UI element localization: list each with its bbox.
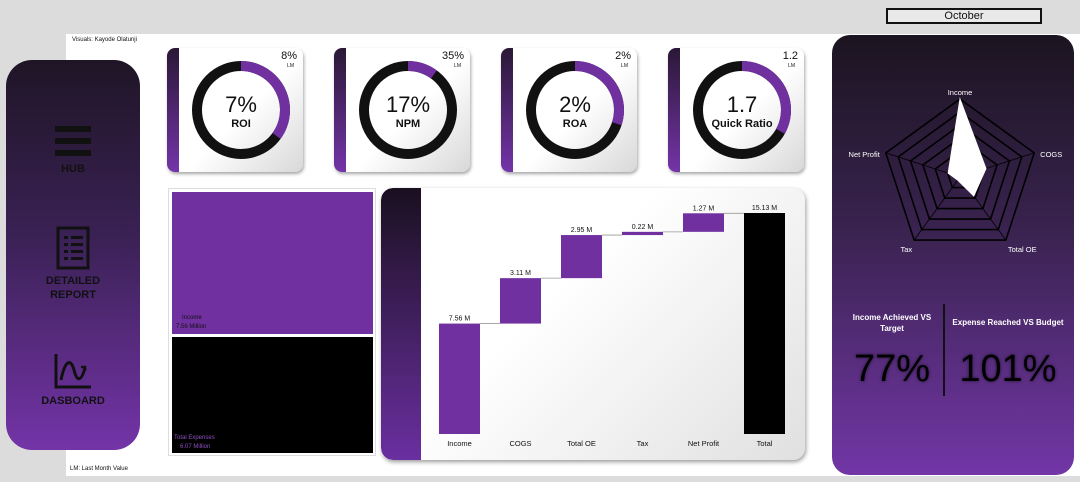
waterfall-bar[interactable] xyxy=(439,323,480,434)
waterfall-data-label: 15.13 M xyxy=(752,205,777,212)
treemap-expenses-tile[interactable]: Total Expenses 6.07 Million xyxy=(172,337,373,453)
radar-axis-label: Net Profit xyxy=(849,150,881,159)
kpi-lm-tag: LM xyxy=(454,63,461,69)
radar-axis-label: Income xyxy=(948,88,973,97)
radar-axis-label: COGS xyxy=(1040,150,1062,159)
waterfall-category-label: Total xyxy=(757,439,773,448)
expense-vs-budget-value: 101% xyxy=(959,348,1057,390)
waterfall-chart: 7.56 M Income 3.11 M COGS 2.95 M Total OE 0.22… xyxy=(439,205,785,448)
treemap-expenses-label: Total Expenses xyxy=(174,435,215,441)
waterfall-accent-strip xyxy=(381,188,421,460)
waterfall-bar[interactable] xyxy=(561,235,602,279)
kpi-accent-strip xyxy=(668,48,680,172)
kpi-label: NPM xyxy=(395,118,421,130)
radar-spoke xyxy=(885,152,961,178)
treemap-income-label: Income xyxy=(182,315,202,321)
kpi-lm-tag: LM xyxy=(621,63,628,69)
radar-series-shape[interactable] xyxy=(947,97,987,197)
radar-grid-ring xyxy=(909,124,1011,220)
kpi-lm-value: 8% xyxy=(281,50,297,62)
roa-donut xyxy=(526,61,624,159)
waterfall-bar[interactable] xyxy=(744,213,785,434)
waterfall-chart-card: 7.56 M Income 3.11 M COGS 2.95 M Total OE 0.22… xyxy=(381,188,805,460)
footnote-text: LM: Last Month Value xyxy=(70,466,128,472)
waterfall-category-label: Income xyxy=(447,439,472,448)
waterfall-bar[interactable] xyxy=(622,231,663,236)
kpi-accent-strip xyxy=(167,48,179,172)
kpi-value: 2% xyxy=(559,92,591,117)
donut-fill xyxy=(192,61,290,159)
kpi-value: 7% xyxy=(225,92,257,117)
treemap-income-tile[interactable]: Income 7.56 Million xyxy=(172,192,373,334)
radar-spoke xyxy=(913,176,961,241)
kpi-value: 1.7 xyxy=(726,92,758,117)
nav-dashboard-button[interactable]: DASBOARD xyxy=(6,352,140,408)
expense-vs-budget-title: Expense Reached VS Budget xyxy=(952,318,1064,327)
income-vs-target-value: 77% xyxy=(853,348,931,390)
report-icon xyxy=(56,226,90,270)
radar-axis-label: Tax xyxy=(900,245,912,254)
donut-fill xyxy=(359,61,457,159)
nav-report-label: DETAILED REPORT xyxy=(45,275,101,301)
waterfall-category-label: Net Profit xyxy=(688,439,720,448)
donut-fill xyxy=(693,61,791,159)
waterfall-category-label: Tax xyxy=(637,439,649,448)
kpi-card-quick-ratio: 1.7 Quick Ratio 1.2 LM xyxy=(668,48,804,172)
radar-grid-ring xyxy=(884,98,1036,241)
kpi-label: ROI xyxy=(231,118,251,130)
nav-panel: HUB DETAILED REPORT DASBOARD xyxy=(6,60,140,450)
kpi-card-roi: 7% ROI 8% LM xyxy=(167,48,303,172)
kpi-lm-value: 2% xyxy=(615,50,631,62)
kpi-value: 17% xyxy=(385,92,431,117)
kpi-card-roa: 2% ROA 2% LM xyxy=(501,48,637,172)
waterfall-data-label: 2.95 M xyxy=(571,227,593,234)
donut-fill xyxy=(526,61,624,159)
kpi-accent-strip xyxy=(501,48,513,172)
kpi-lm-value: 1.2 xyxy=(782,50,798,62)
nav-report-button[interactable]: DETAILED REPORT xyxy=(6,226,140,302)
chart-line-icon xyxy=(54,354,91,389)
kpi-accent-strip xyxy=(334,48,346,172)
kpi-label: Quick Ratio xyxy=(711,118,773,130)
hamburger-icon xyxy=(55,126,91,156)
npm-donut xyxy=(359,61,457,159)
quick-ratio-donut xyxy=(693,61,791,159)
waterfall-data-label: 3.11 M xyxy=(510,270,531,277)
radar-axis-label: Total OE xyxy=(1008,245,1037,254)
nav-hub-button[interactable]: HUB xyxy=(6,124,140,176)
waterfall-data-label: 7.56 M xyxy=(449,316,471,323)
waterfall-bar[interactable] xyxy=(683,213,724,232)
radar-grid-ring xyxy=(921,137,999,210)
kpi-label: ROA xyxy=(562,118,588,130)
nav-dashboard-label: DASBOARD xyxy=(41,395,105,407)
month-filter[interactable]: October xyxy=(886,8,1042,24)
waterfall-category-label: Total OE xyxy=(567,439,596,448)
waterfall-bar[interactable] xyxy=(500,278,541,324)
treemap-income-value: 7.56 Million xyxy=(176,324,207,330)
radar-panel: Income COGS Total OE Tax Net Profit xyxy=(832,35,1074,475)
income-expense-treemap: Income 7.56 Million Total Expenses 6.07 … xyxy=(168,188,376,456)
summary-divider xyxy=(943,304,945,396)
radar-grid-ring xyxy=(897,111,1023,231)
waterfall-data-label: 0.22 M xyxy=(632,224,654,231)
kpi-lm-tag: LM xyxy=(287,63,294,69)
radar-chart: Income COGS Total OE Tax Net Profit xyxy=(849,88,1063,254)
nav-hub-label: HUB xyxy=(61,163,85,175)
kpi-lm-value: 35% xyxy=(441,50,464,62)
income-vs-target-title: Income Achieved VS Target xyxy=(852,313,932,333)
credit-text: Visuals: Kayode Olatunji xyxy=(72,37,137,43)
kpi-lm-tag: LM xyxy=(788,63,795,69)
kpi-card-npm: 17% NPM 35% LM xyxy=(334,48,470,172)
waterfall-category-label: COGS xyxy=(509,439,531,448)
roi-donut xyxy=(192,61,290,159)
treemap-expenses-value: 6.07 Million xyxy=(180,444,211,450)
waterfall-data-label: 1.27 M xyxy=(693,205,715,212)
